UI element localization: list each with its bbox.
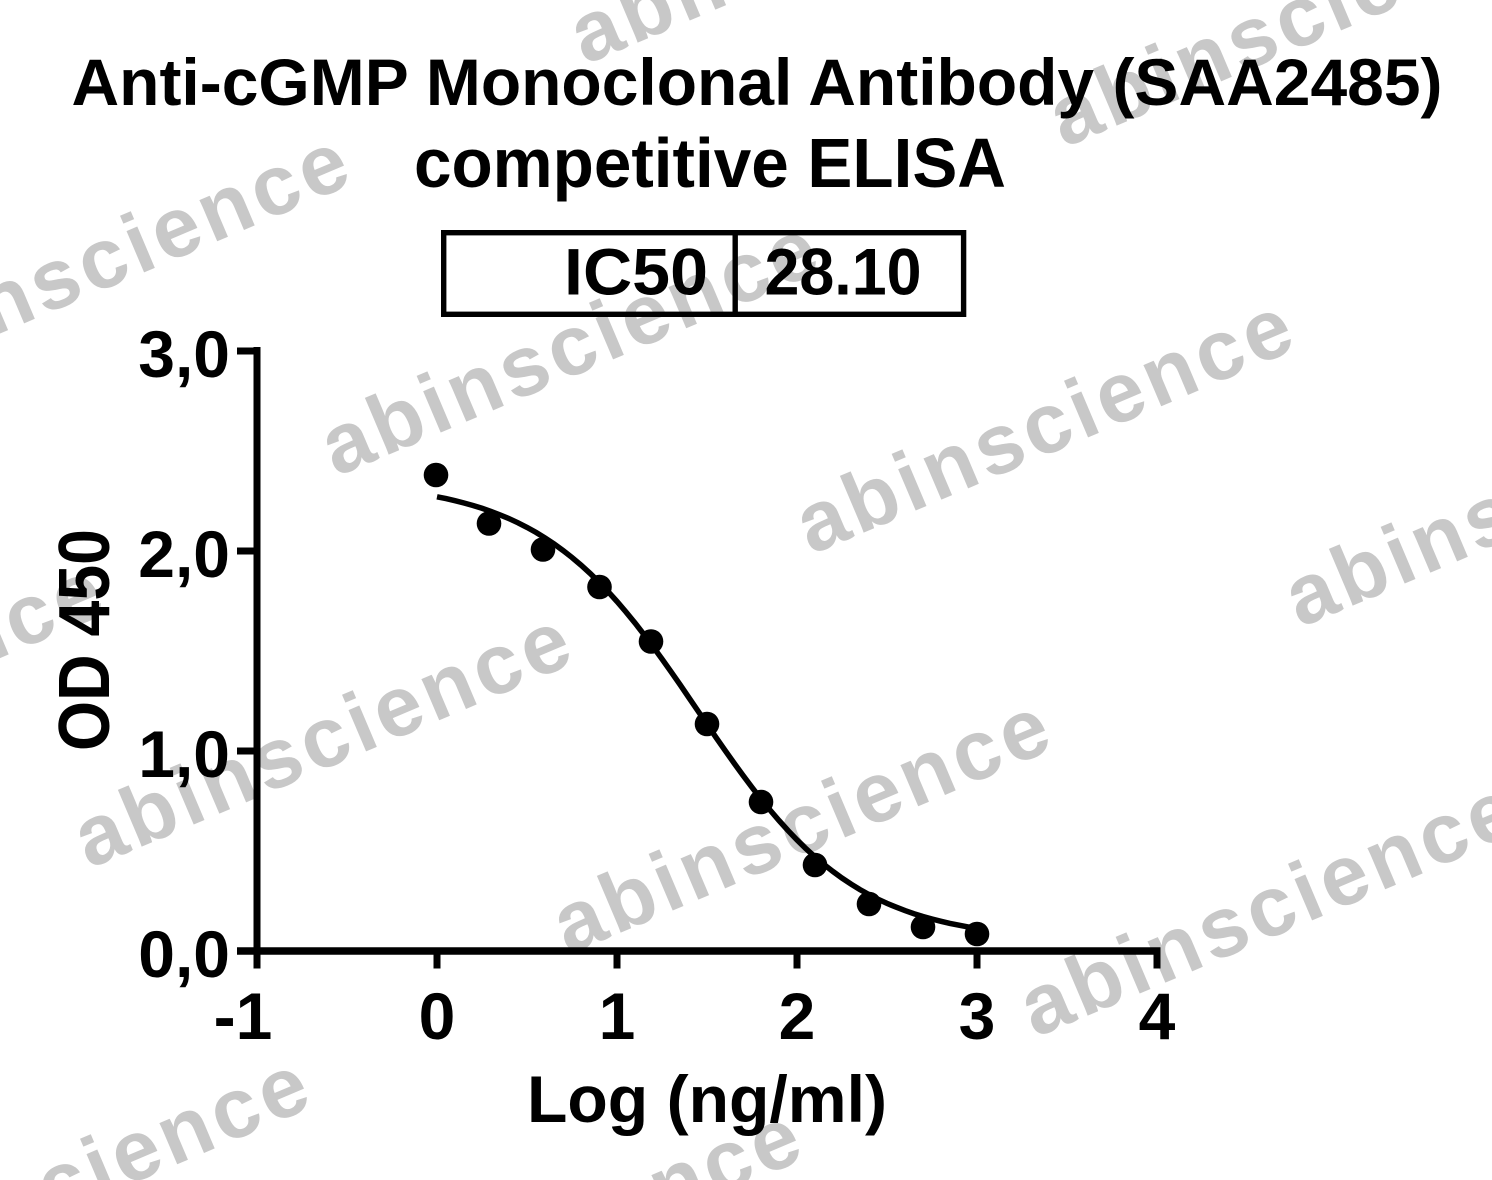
svg-text:0,0: 0,0 [138,917,230,991]
svg-text:1,0: 1,0 [138,717,230,791]
svg-text:1: 1 [599,979,636,1053]
svg-text:IC50: IC50 [564,235,708,309]
svg-text:Log (ng/ml): Log (ng/ml) [527,1062,887,1136]
svg-text:4: 4 [1139,979,1176,1053]
svg-text:competitive ELISA: competitive ELISA [414,124,1006,202]
svg-text:0: 0 [419,979,456,1053]
svg-text:-1: -1 [214,979,273,1053]
svg-text:2: 2 [779,979,816,1053]
svg-text:3,0: 3,0 [138,317,230,391]
svg-text:28.10: 28.10 [765,235,922,309]
svg-text:2,0: 2,0 [138,517,230,591]
svg-text:Anti-cGMP Monoclonal Antibody: Anti-cGMP Monoclonal Antibody (SAA2485) [72,45,1443,119]
svg-text:3: 3 [959,979,996,1053]
svg-text:OD 450: OD 450 [45,529,125,751]
